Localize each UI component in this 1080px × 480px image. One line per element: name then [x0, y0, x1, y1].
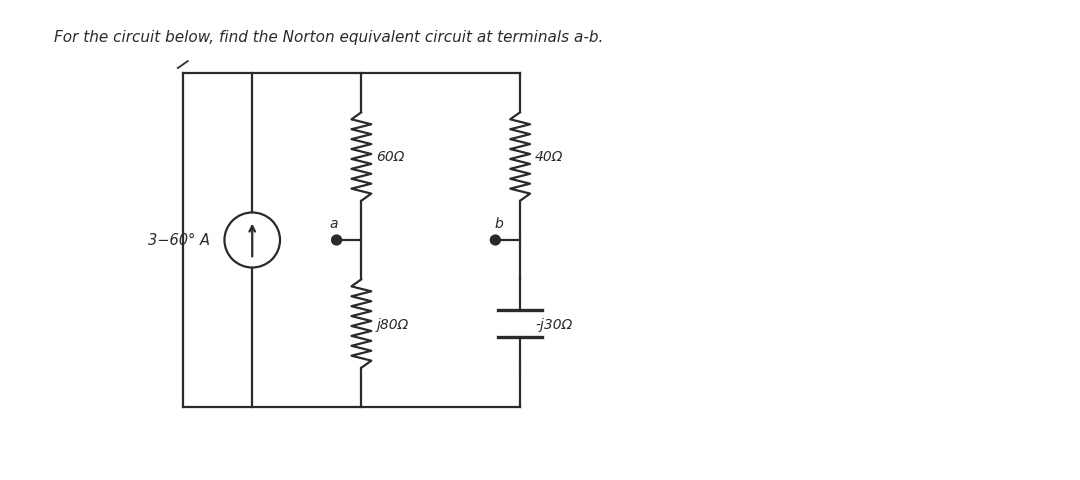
Text: 40Ω: 40Ω [535, 150, 564, 164]
Text: a: a [329, 216, 338, 231]
Text: 60Ω: 60Ω [376, 150, 405, 164]
Text: -j30Ω: -j30Ω [535, 317, 572, 331]
Circle shape [490, 236, 500, 245]
Circle shape [332, 236, 341, 245]
Text: j80Ω: j80Ω [376, 317, 408, 331]
Text: b: b [495, 216, 503, 231]
Text: For the circuit below, find the Norton equivalent circuit at terminals a-b.: For the circuit below, find the Norton e… [54, 30, 603, 45]
Text: 3−60° A: 3−60° A [148, 233, 210, 248]
